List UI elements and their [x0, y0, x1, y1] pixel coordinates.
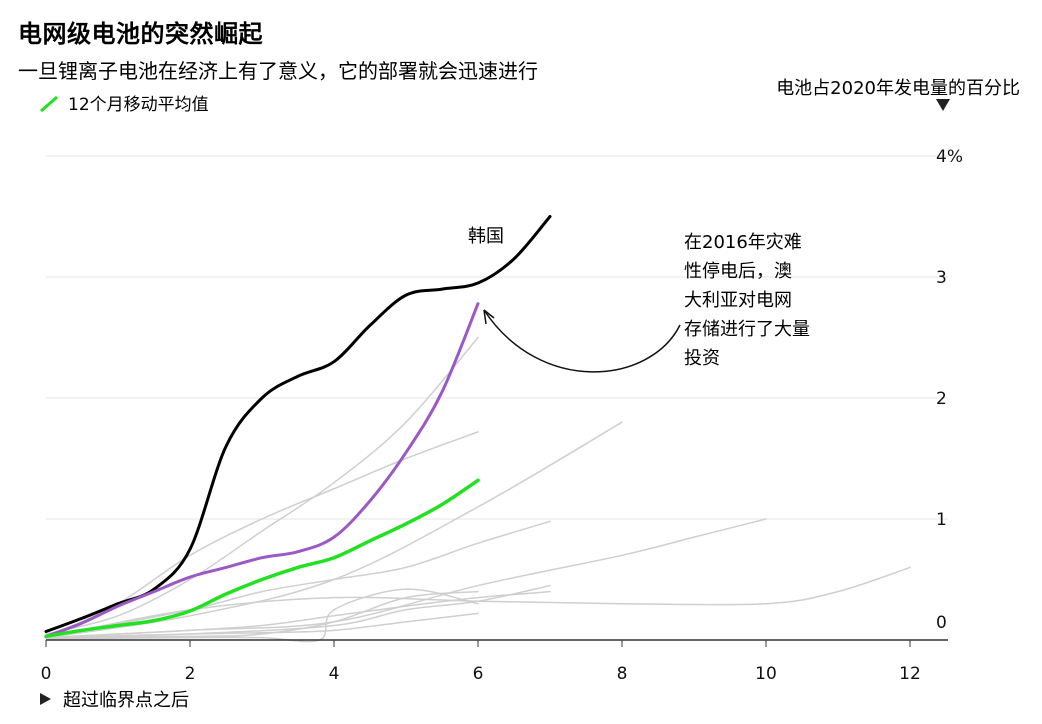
legend: 12个月移动平均值: [40, 90, 209, 115]
x-tick-label: 4: [329, 664, 340, 684]
y-axis-title: 电池占2020年发电量的百分比: [776, 78, 1020, 99]
series-line-other: [45, 520, 551, 639]
gridlines: [46, 155, 948, 520]
series-line-average: [44, 478, 480, 639]
y-tick-label: 3: [936, 268, 947, 288]
australia-note-line: 大利亚对电网: [684, 290, 792, 311]
annotation-arrow: [483, 309, 681, 373]
highlight-series: [44, 215, 552, 639]
triangle-right-icon: [40, 693, 51, 705]
legend-label: 12个月移动平均值: [68, 95, 209, 115]
series-line-other: [45, 590, 551, 639]
australia-note-line: 投资: [684, 348, 720, 369]
korea-label: 韩国: [468, 226, 504, 247]
legend-swatch: [40, 95, 58, 112]
series-line-other: [45, 588, 479, 643]
x-tick-label: 6: [473, 664, 484, 684]
chart-title: 电网级电池的突然崛起: [18, 20, 263, 48]
y-tick-label: 2: [936, 389, 947, 409]
australia-note-line: 存储进行了大量: [684, 319, 810, 340]
triangle-down-icon: [936, 99, 950, 111]
x-tick-label: 0: [41, 664, 52, 684]
series-line-other: [45, 612, 479, 639]
series-line-australia: [44, 302, 480, 638]
x-tick-label: 2: [185, 664, 196, 684]
chart-subtitle: 一旦锂离子电池在经济上有了意义，它的部署就会迅速进行: [18, 59, 538, 83]
arrow-head-icon: [483, 309, 495, 325]
y-tick-label: 4%: [936, 147, 963, 167]
x-tick-label: 10: [755, 664, 777, 684]
x-axis-note: 超过临界点之后: [40, 686, 189, 712]
y-tick-label: 0: [936, 613, 947, 633]
other-series: [45, 336, 911, 643]
australia-note-line: 性停电后，澳: [684, 261, 792, 282]
x-tick-label: 8: [617, 664, 628, 684]
series-line-other: [45, 566, 911, 639]
series-line-other: [45, 421, 623, 639]
series-line-korea: [44, 215, 552, 634]
y-tick-label: 1: [936, 510, 947, 530]
series-line-other: [45, 336, 479, 635]
x-axis-note-label: 超过临界点之后: [63, 690, 189, 711]
x-tick-label: 12: [899, 664, 921, 684]
australia-note-line: 在2016年灾难: [684, 232, 802, 253]
